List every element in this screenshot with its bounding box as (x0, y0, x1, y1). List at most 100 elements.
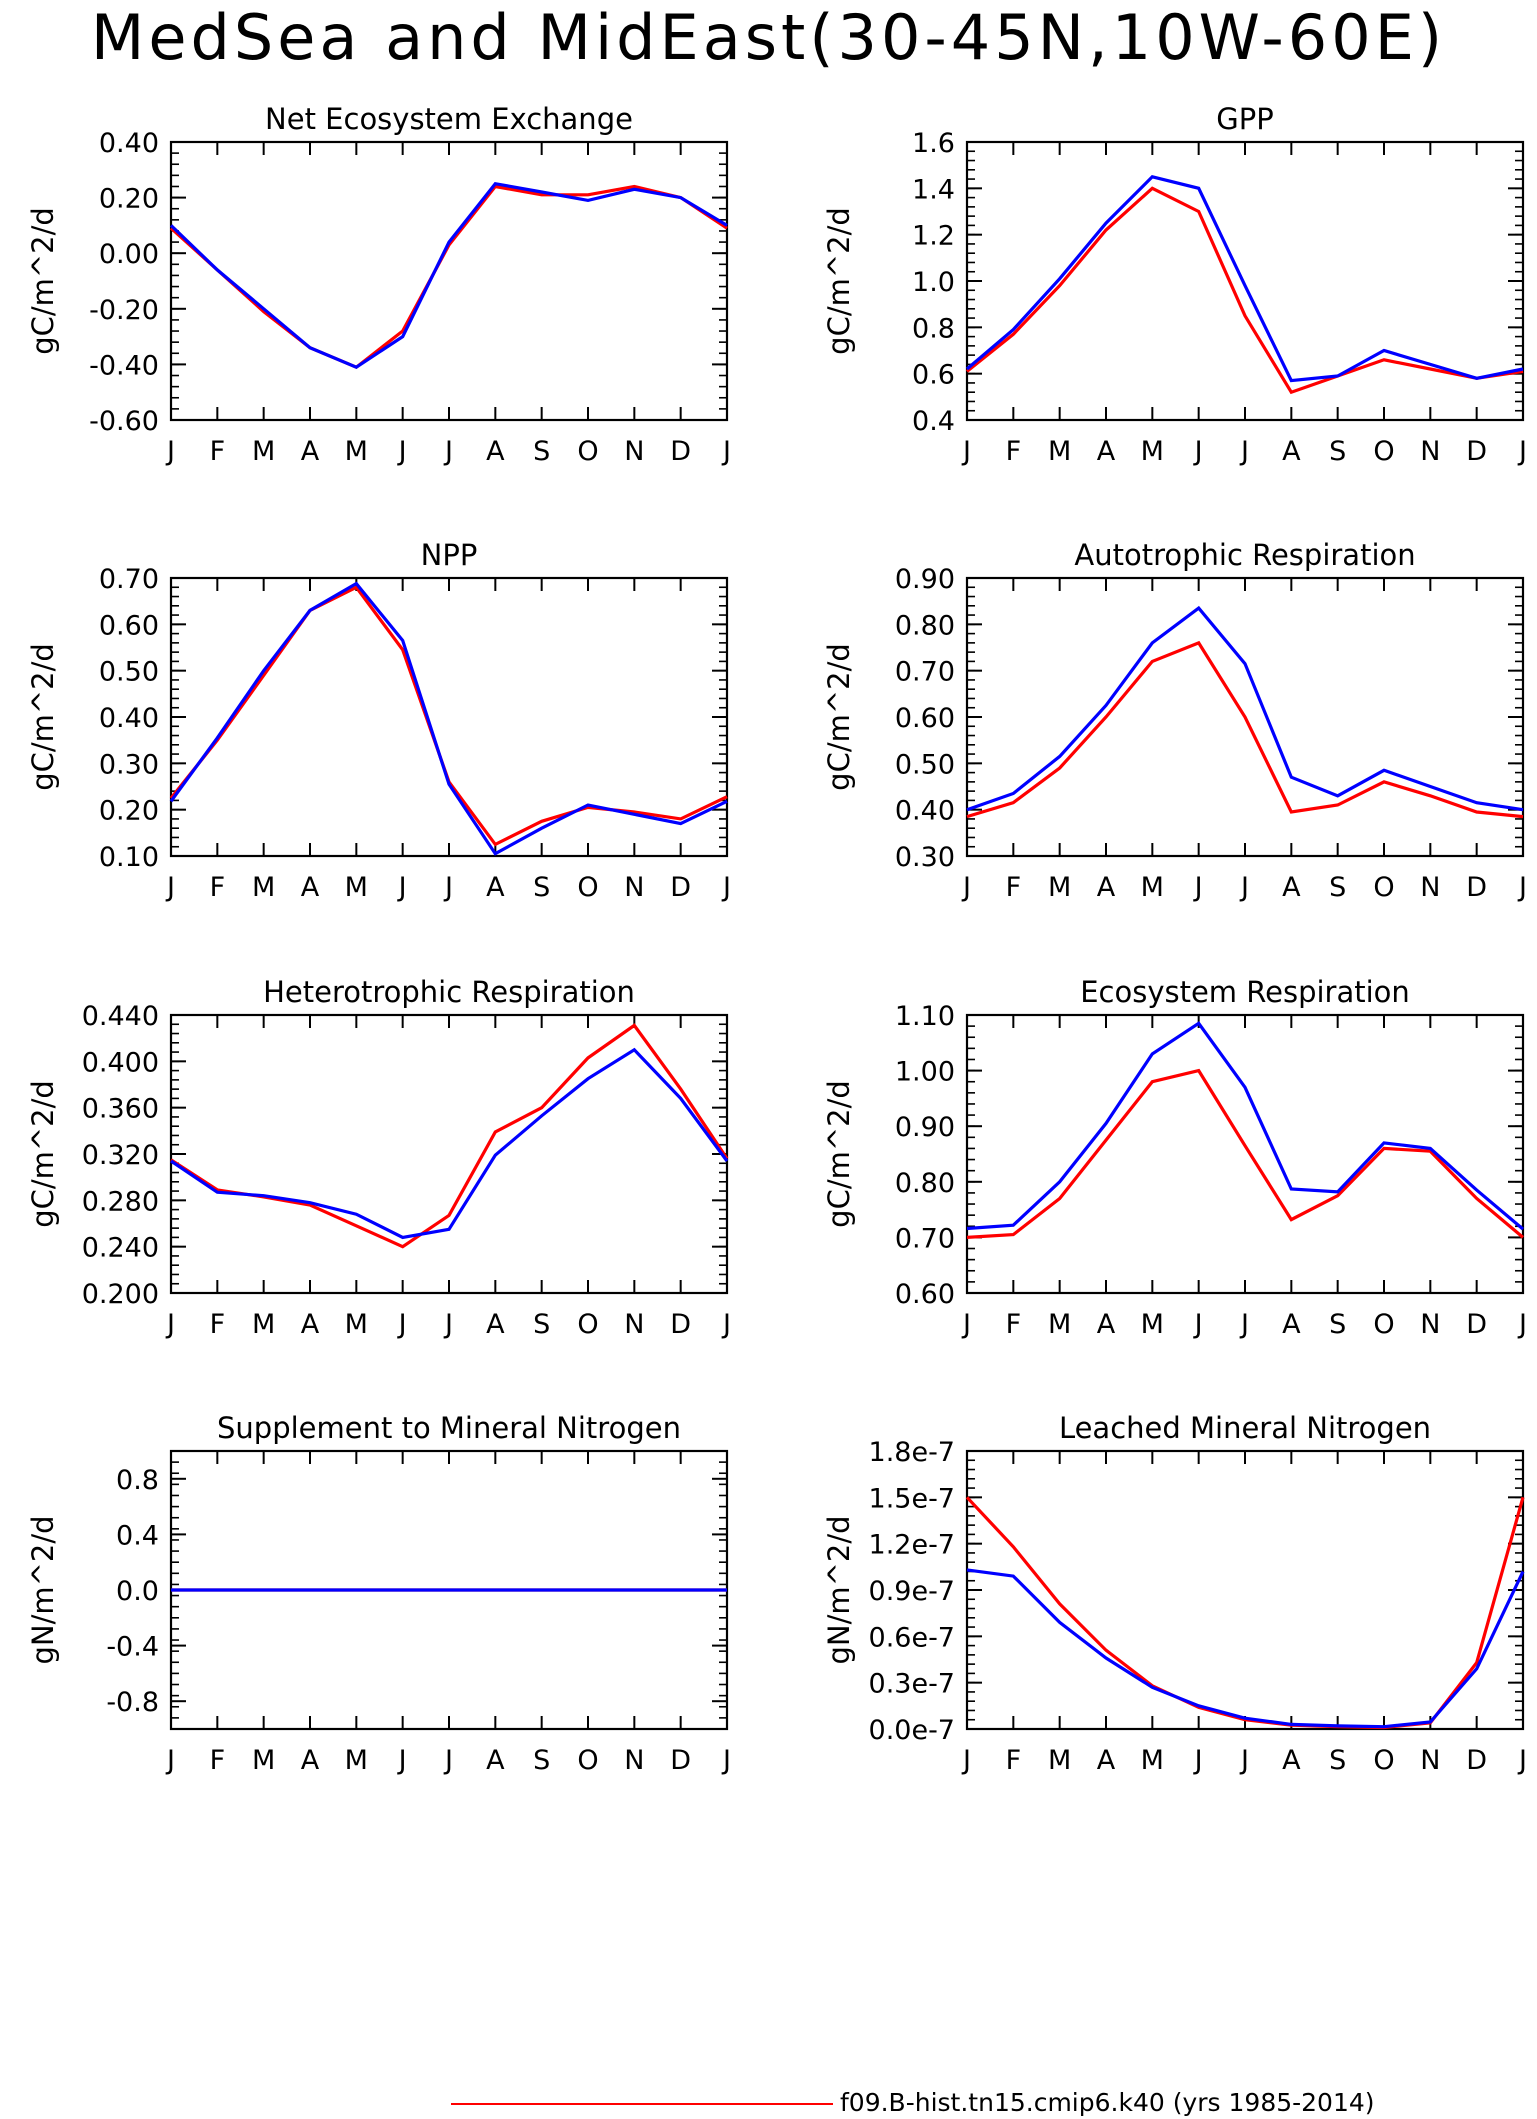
x-tick-label: J (165, 1309, 175, 1340)
panel-title: Autotrophic Respiration (1074, 538, 1415, 572)
x-tick-label: F (210, 1309, 226, 1340)
panel-title: Ecosystem Respiration (1080, 975, 1410, 1009)
y-axis-label: gC/m^2/d (26, 1080, 60, 1228)
y-tick-label: 0.00 (99, 239, 159, 270)
x-tick-label: M (1141, 1745, 1164, 1776)
plot-frame (169, 1013, 729, 1295)
y-tick-label: 0.50 (99, 657, 159, 688)
y-tick-label: 0.80 (895, 610, 955, 641)
panel-title: Net Ecosystem Exchange (265, 102, 633, 136)
y-tick-label: 0.200 (82, 1279, 159, 1310)
x-tick-label: A (486, 872, 505, 903)
x-tick-label: A (301, 1745, 320, 1776)
x-tick-label: O (577, 1745, 598, 1776)
x-tick-label: J (1517, 872, 1527, 903)
y-tick-label: -0.40 (89, 350, 159, 381)
x-tick-label: J (397, 1309, 407, 1340)
x-tick-label: O (1373, 1745, 1394, 1776)
x-tick-label: M (252, 1309, 275, 1340)
series-line-red (966, 1068, 1525, 1239)
x-tick-label: A (1282, 872, 1301, 903)
x-tick-label: J (961, 436, 971, 467)
y-tick-label: 0.20 (99, 796, 159, 827)
x-tick-label: N (624, 436, 644, 467)
y-axis-label: gC/m^2/d (822, 643, 856, 791)
x-tick-label: J (1239, 1309, 1249, 1340)
x-tick-label: M (1141, 872, 1164, 903)
x-tick-label: A (1097, 872, 1116, 903)
x-tick-label: N (1420, 872, 1440, 903)
x-tick-label: M (1141, 1309, 1164, 1340)
x-tick-label: F (210, 436, 226, 467)
x-tick-label: J (1193, 1745, 1203, 1776)
x-tick-label: M (1141, 436, 1164, 467)
x-tick-label: D (670, 1309, 691, 1340)
y-tick-label: 1.0 (912, 267, 955, 298)
x-tick-label: J (443, 1309, 453, 1340)
x-tick-label: D (670, 436, 691, 467)
x-tick-label: J (443, 872, 453, 903)
y-tick-label: -0.4 (106, 1632, 159, 1663)
panel-heterotrophic-respiration: J F M A M J J A S O N D J0.2000.2400.2800.3200.3600.… (26, 975, 731, 1340)
panel-npp: J F M A M J J A S O N D J0.100.200.300.400.500.600.7… (26, 538, 731, 903)
y-tick-label: 1.2 (912, 221, 955, 252)
y-tick-label: 0.40 (99, 703, 159, 734)
panel-title: Heterotrophic Respiration (263, 975, 635, 1009)
x-tick-label: N (624, 1745, 644, 1776)
x-tick-label: M (345, 1745, 368, 1776)
x-tick-label: A (486, 1745, 505, 1776)
x-tick-label: M (252, 1745, 275, 1776)
y-tick-label: 0.70 (895, 657, 955, 688)
x-tick-label: O (1373, 436, 1394, 467)
x-tick-label: M (252, 436, 275, 467)
panel-title: GPP (1216, 102, 1273, 136)
x-tick-label: S (1329, 1309, 1346, 1340)
y-tick-label: 0.80 (895, 1168, 955, 1199)
x-tick-label: M (1048, 872, 1071, 903)
panel-title: NPP (421, 538, 478, 572)
x-tick-label: J (1193, 436, 1203, 467)
y-axis-label: gC/m^2/d (26, 643, 60, 791)
y-tick-label: -0.20 (89, 295, 159, 326)
x-tick-label: J (397, 872, 407, 903)
panel-autotrophic-respiration: J F M A M J J A S O N D J0.300.400.500.600.700.800.9… (822, 538, 1527, 903)
y-tick-label: 1.6 (912, 128, 955, 159)
x-tick-label: F (1006, 1309, 1022, 1340)
panel-title: Supplement to Mineral Nitrogen (217, 1411, 681, 1445)
y-tick-label: 0.240 (82, 1233, 159, 1264)
x-tick-label: J (443, 1745, 453, 1776)
series-line-blue (170, 1047, 729, 1240)
x-tick-label: J (961, 872, 971, 903)
y-tick-label: 0.90 (895, 564, 955, 595)
series-line-blue (169, 581, 728, 856)
x-tick-label: A (1097, 1309, 1116, 1340)
x-tick-label: J (1193, 1309, 1203, 1340)
x-tick-label: S (533, 872, 550, 903)
x-tick-label: J (165, 1745, 175, 1776)
x-tick-label: O (1373, 872, 1394, 903)
y-tick-label: 0.30 (895, 842, 955, 873)
y-tick-label: 0.4 (116, 1520, 159, 1551)
x-tick-label: A (1097, 436, 1116, 467)
x-tick-label: D (670, 872, 691, 903)
y-tick-label: 0.9e-7 (869, 1576, 955, 1607)
x-tick-label: F (210, 1745, 226, 1776)
x-tick-label: N (624, 872, 644, 903)
panel-ecosystem-respiration: J F M A M J J A S O N D J0.600.700.800.901.001.10Eco… (822, 975, 1527, 1340)
y-tick-label: 0.30 (99, 749, 159, 780)
y-tick-label: 0.3e-7 (869, 1669, 955, 1700)
y-tick-label: 1.2e-7 (869, 1530, 955, 1561)
x-tick-label: J (721, 1309, 731, 1340)
x-tick-label: J (1193, 872, 1203, 903)
x-tick-label: M (345, 1309, 368, 1340)
x-tick-label: S (533, 436, 550, 467)
y-tick-label: 0.280 (82, 1186, 159, 1217)
x-tick-label: J (1239, 1745, 1249, 1776)
series-line-blue (966, 1021, 1525, 1231)
x-tick-label: J (1517, 1745, 1527, 1776)
series-line-red (966, 640, 1524, 819)
x-tick-label: F (1006, 1745, 1022, 1776)
x-tick-label: J (165, 872, 175, 903)
x-tick-label: M (252, 872, 275, 903)
